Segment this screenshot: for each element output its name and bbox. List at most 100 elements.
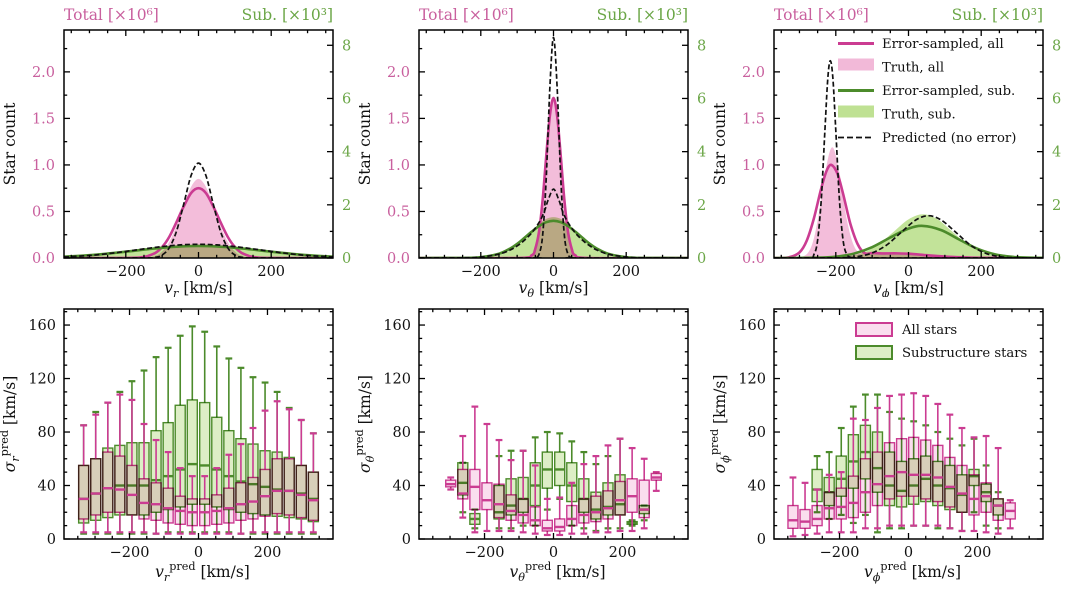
box	[823, 491, 835, 520]
curve-line	[419, 96, 688, 258]
y-tick-label: 80	[748, 425, 766, 441]
box	[907, 436, 920, 497]
y-right-tick-label: 8	[1052, 38, 1061, 54]
box	[578, 498, 590, 524]
curve-fill	[419, 217, 688, 258]
curve-line	[774, 224, 1043, 258]
plot-area	[64, 162, 333, 258]
y-axis-label: σϕpred [km/s]	[710, 375, 732, 474]
y-tick-label: 40	[748, 479, 766, 495]
box	[481, 482, 493, 511]
box	[90, 458, 102, 516]
box	[469, 468, 481, 511]
legend: All stars Substructure stars	[855, 322, 1028, 361]
y-left-tick-label: 0.0	[32, 251, 55, 267]
y-left-tick-label: 1.5	[32, 111, 55, 127]
box	[517, 498, 529, 524]
y-tick-label: 120	[738, 372, 766, 388]
box	[77, 464, 90, 520]
vr-histogram-chart: −200 0 200 0.0 0.5 1.0 1.5 2.0 0 2 4 6 8 Total [×10⁶]…	[1, 6, 351, 297]
x-axis-label: vrpred [km/s]	[155, 560, 250, 584]
legend-label: Error-sampled, all	[882, 37, 1004, 52]
y-left-tick-label: 2.0	[32, 65, 55, 81]
x-tick-label: 200	[612, 264, 640, 280]
x-axis-label: vr [km/s]	[164, 279, 232, 297]
y-tick-label: 40	[38, 479, 56, 495]
box	[493, 483, 505, 519]
box	[871, 451, 884, 507]
x-axis-label: vϕ [km/s]	[873, 279, 944, 297]
vphi-histogram-chart: −200 0 200 0.0 0.5 1.0 1.5 2.0 0 2 4 6 8 Total [×10⁶]…	[711, 6, 1061, 297]
plot-area	[77, 325, 320, 535]
y-right-tick-label: 8	[342, 38, 351, 54]
legend: Error-sampled, all Truth, all Error-sample…	[838, 37, 1016, 146]
box	[150, 482, 162, 521]
plot-area	[787, 392, 1016, 538]
y-tick-label: 160	[383, 318, 411, 334]
sigma-phi-boxplot-chart: −200 0 200 0 40 80 120 160 vϕpred [km/s] σϕpred […	[710, 308, 1044, 584]
y-right-tick-label: 4	[1052, 145, 1061, 161]
y-axis-label: Star count	[1, 102, 19, 185]
box	[944, 456, 956, 508]
y-right-tick-label: 4	[342, 145, 351, 161]
box	[847, 475, 860, 519]
box	[614, 480, 626, 516]
x-tick-label: −200	[820, 545, 860, 561]
box-series	[787, 392, 1016, 538]
box	[932, 444, 944, 503]
box	[883, 442, 896, 500]
y-tick-label: 80	[393, 425, 411, 441]
x-tick-label: −200	[816, 264, 856, 280]
x-tick-label: 200	[964, 545, 992, 561]
y-tick-label: 80	[38, 425, 56, 441]
x-tick-label: 0	[194, 264, 203, 280]
box	[895, 438, 908, 497]
box	[211, 494, 223, 525]
legend-swatch-box	[855, 322, 893, 337]
x-tick-label: 0	[194, 545, 203, 561]
box-series	[77, 393, 320, 535]
box	[529, 506, 541, 527]
sigma-theta-boxplot-chart: −200 0 200 0 40 80 120 160 vθpred [km/s] σθpred […	[355, 308, 689, 584]
x-tick-label: 0	[904, 545, 913, 561]
axes	[774, 30, 1043, 259]
box	[259, 468, 271, 517]
y-right-tick-label: 8	[697, 38, 706, 54]
box	[811, 504, 823, 527]
y-right-tick-label: 4	[697, 145, 706, 161]
y-tick-label: 120	[28, 372, 56, 388]
x-axis-label: vϕpred [km/s]	[864, 560, 961, 584]
title-total: Total [×10⁶]	[774, 6, 869, 24]
y-left-tick-label: 0.0	[742, 251, 765, 267]
curve-dash	[64, 243, 333, 258]
x-tick-label: 0	[904, 264, 913, 280]
x-tick-label: −200	[461, 264, 501, 280]
y-axis-label: σθpred [km/s]	[355, 375, 377, 473]
box	[102, 451, 114, 513]
sigma-r-boxplot-chart: −200 0 200 0 40 80 120 160 vrpred [km/s] σrpred […	[0, 308, 334, 584]
y-right-tick-label: 2	[697, 198, 706, 214]
box	[271, 458, 283, 515]
x-tick-label: −200	[110, 545, 150, 561]
y-right-tick-label: 2	[1052, 198, 1061, 214]
axes	[64, 30, 333, 259]
box	[505, 494, 517, 521]
plot-area	[419, 36, 688, 258]
y-axis-label: σrpred [km/s]	[0, 376, 22, 473]
y-left-tick-label: 1.5	[387, 111, 410, 127]
curve-fill	[774, 214, 1043, 258]
box	[590, 495, 602, 523]
box	[114, 455, 126, 513]
y-right-tick-label: 0	[342, 251, 351, 267]
axes	[419, 309, 688, 540]
legend-label: Substructure stars	[902, 346, 1028, 361]
y-left-tick-label: 1.0	[742, 158, 765, 174]
title-sub: Sub. [×10³]	[597, 6, 688, 24]
x-axis-label: vθpred [km/s]	[509, 560, 605, 584]
legend-swatch-patch	[838, 58, 874, 71]
y-left-tick-label: 2.0	[742, 65, 765, 81]
axes	[419, 30, 688, 259]
y-tick-label: 0	[757, 532, 766, 548]
y-left-tick-label: 0.0	[387, 251, 410, 267]
legend-label: All stars	[901, 323, 957, 338]
